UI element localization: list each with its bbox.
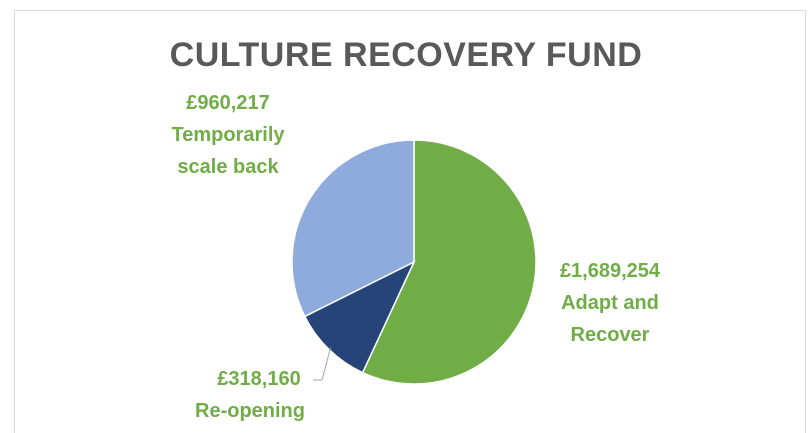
slice-value-label-adapt-and-recover: £1,689,254 — [560, 260, 661, 282]
slice-name-label-adapt-and-recover-line1: Adapt and — [561, 292, 659, 314]
slice-temporarily-scale-back — [291, 139, 415, 318]
slice-re-opening — [303, 260, 416, 374]
slice-name-label-adapt-and-recover-line2: Recover — [571, 324, 650, 346]
chart-frame — [14, 10, 806, 433]
slice-name-label-temporarily-scale-back-line2: scale back — [177, 156, 279, 178]
leader-line-re-opening — [321, 347, 332, 381]
slice-adapt-and-recover — [361, 139, 537, 385]
chart-title: CULTURE RECOVERY FUND — [169, 36, 643, 74]
slice-name-label-re-opening: Re-opening — [195, 400, 305, 422]
slice-value-label-temporarily-scale-back: £960,217 — [186, 92, 269, 114]
slice-value-label-re-opening: £318,160 — [217, 368, 300, 390]
slice-name-label-temporarily-scale-back-line1: Temporarily — [172, 124, 286, 146]
